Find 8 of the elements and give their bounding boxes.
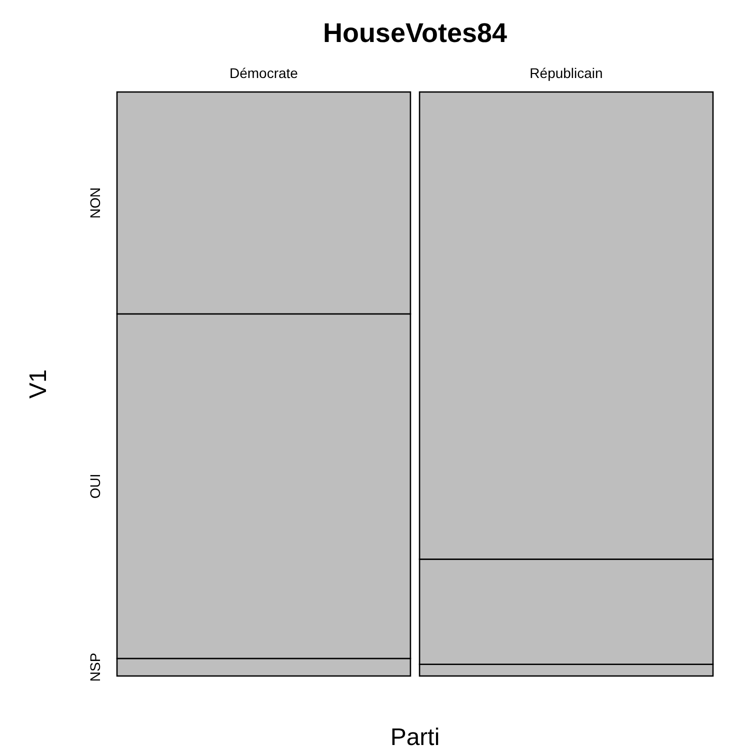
x-tick-label: Démocrate bbox=[229, 65, 298, 81]
text: NON bbox=[87, 187, 103, 219]
text: OUI bbox=[87, 474, 103, 499]
y-axis-title: V1 bbox=[25, 369, 52, 399]
chart-title: HouseVotes84 bbox=[322, 18, 508, 48]
x-axis-title: Parti bbox=[390, 724, 440, 751]
text: NSP bbox=[87, 652, 103, 682]
x-tick-label: Républicain bbox=[530, 65, 603, 81]
